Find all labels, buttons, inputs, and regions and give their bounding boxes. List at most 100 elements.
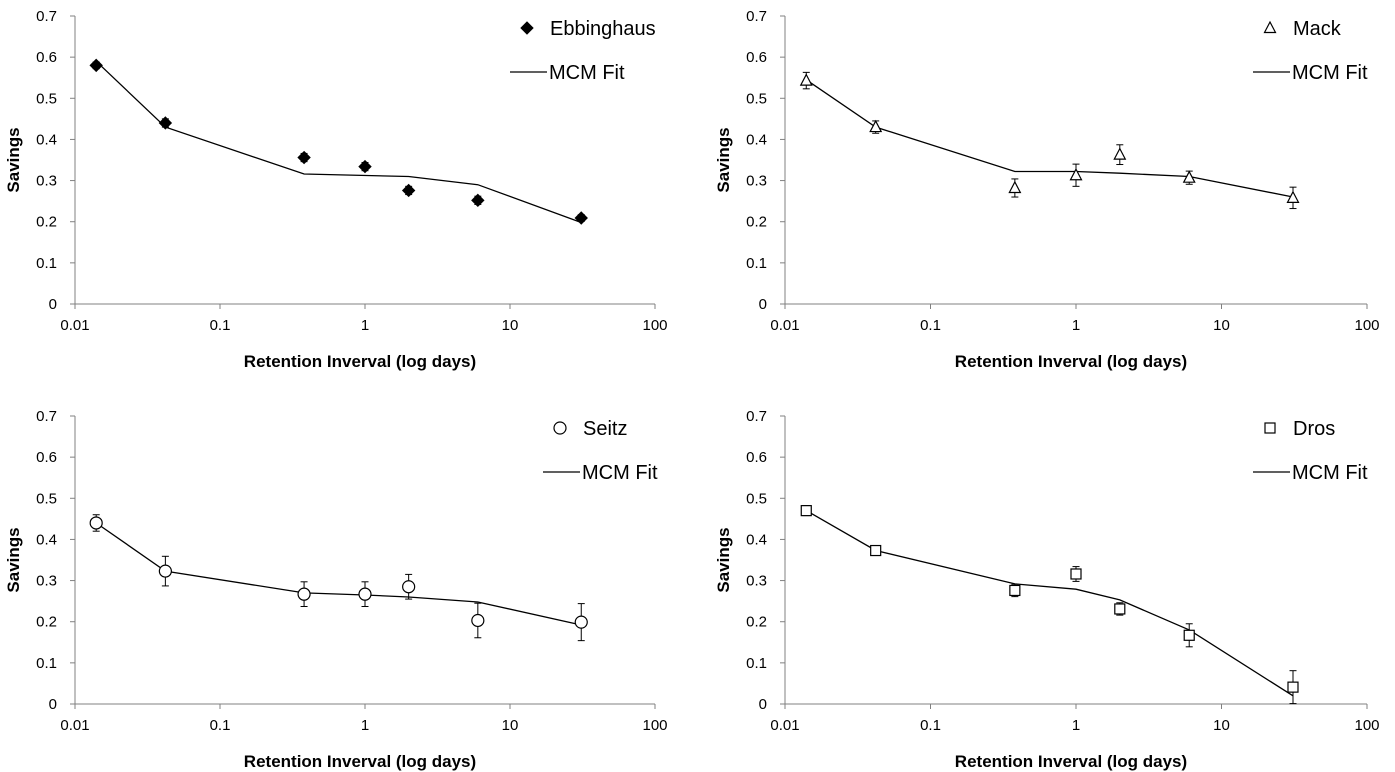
y-axis-title: Savings — [714, 127, 733, 192]
data-point — [358, 587, 372, 601]
x-tick-label: 0.01 — [60, 717, 89, 734]
data-point — [1009, 584, 1021, 597]
legend-label-data: Seitz — [583, 418, 627, 440]
y-tick-label: 0 — [759, 696, 767, 713]
chart-panel-dros: 0 0.1 0.2 0.3 0.4 0.5 0.6 0.7 0.01 0.1 1 10 100 Reten… — [714, 408, 1380, 771]
x-tick-label: 0.1 — [210, 317, 231, 334]
data-point — [1286, 190, 1300, 203]
x-tick-label: 10 — [1213, 717, 1230, 734]
y-tick-label: 0.2 — [746, 214, 767, 231]
x-axis-title: Retention Inverval (log days) — [955, 352, 1187, 371]
data-point — [869, 119, 883, 133]
y-tick-label: 0.2 — [36, 614, 57, 631]
y-tick-label: 0.5 — [36, 90, 57, 107]
x-tick-label: 0.1 — [920, 317, 941, 334]
y-tick-label: 0.4 — [36, 131, 57, 148]
y-tick-label: 0.5 — [746, 490, 767, 507]
y-tick-label: 0 — [759, 296, 767, 313]
data-point — [1183, 629, 1195, 641]
y-tick-label: 0.6 — [746, 49, 767, 66]
legend-marker — [1263, 20, 1277, 34]
x-tick-label: 0.1 — [210, 717, 231, 734]
y-tick-label: 0.1 — [36, 255, 57, 272]
legend: Seitz MCM Fit — [543, 418, 658, 484]
x-tick-label: 100 — [1354, 317, 1379, 334]
chart-panel-seitz: 0 0.1 0.2 0.3 0.4 0.5 0.6 0.7 0.01 0.1 1 10 100 Reten… — [4, 408, 668, 771]
legend-label-data: Mack — [1293, 18, 1342, 40]
mcm-fit-line — [95, 60, 582, 224]
y-tick-label: 0.4 — [746, 131, 767, 148]
y-tick-label: 0.3 — [746, 573, 767, 590]
x-axis-title: Retention Inverval (log days) — [244, 752, 476, 771]
x-tick-label: 100 — [642, 717, 667, 734]
data-point — [799, 73, 813, 86]
data-point — [1182, 170, 1196, 183]
x-tick-label: 10 — [502, 317, 519, 334]
legend-label-data: Dros — [1293, 418, 1335, 440]
x-tick-label: 100 — [1354, 717, 1379, 734]
data-point — [297, 587, 311, 601]
data-point — [471, 193, 485, 208]
data-point — [800, 505, 812, 517]
data-point — [1113, 147, 1127, 160]
y-tick-label: 0.7 — [36, 408, 57, 425]
data-point — [1114, 603, 1126, 615]
legend: Mack MCM Fit — [1253, 18, 1368, 84]
x-axis-title: Retention Inverval (log days) — [955, 752, 1187, 771]
mcm-fit-line — [805, 79, 1294, 198]
legend: Ebbinghaus MCM Fit — [510, 18, 656, 84]
legend-label-fit: MCM Fit — [582, 462, 658, 484]
chart-panel-mack: 0 0.1 0.2 0.3 0.4 0.5 0.6 0.7 0.01 0.1 1 10 100 Reten… — [714, 8, 1380, 371]
y-axis-title: Savings — [4, 127, 23, 192]
x-tick-label: 10 — [502, 717, 519, 734]
x-tick-label: 0.1 — [920, 717, 941, 734]
x-tick-label: 100 — [642, 317, 667, 334]
data-point — [1070, 568, 1082, 580]
y-tick-label: 0.6 — [36, 49, 57, 66]
y-tick-label: 0.3 — [36, 573, 57, 590]
y-tick-label: 0.4 — [36, 531, 57, 548]
y-tick-label: 0.6 — [36, 449, 57, 466]
mcm-fit-line — [805, 510, 1294, 697]
x-tick-label: 1 — [1072, 317, 1080, 334]
data-point — [870, 544, 882, 557]
legend-label-fit: MCM Fit — [549, 62, 625, 84]
y-tick-label: 0.7 — [746, 8, 767, 25]
data-point — [401, 183, 416, 198]
y-tick-label: 0.1 — [36, 655, 57, 672]
legend-marker — [520, 21, 534, 35]
x-axis-title: Retention Inverval (log days) — [244, 352, 476, 371]
legend-marker — [553, 421, 567, 435]
data-point — [158, 116, 173, 130]
y-tick-label: 0.7 — [746, 408, 767, 425]
x-tick-label: 1 — [361, 717, 369, 734]
y-tick-label: 0.5 — [746, 90, 767, 107]
data-point — [1069, 167, 1083, 181]
y-tick-label: 0.1 — [746, 255, 767, 272]
x-tick-label: 0.01 — [770, 717, 799, 734]
legend: Dros MCM Fit — [1253, 418, 1368, 484]
y-tick-label: 0.1 — [746, 655, 767, 672]
legend-marker — [1264, 422, 1276, 434]
x-tick-label: 10 — [1213, 317, 1230, 334]
data-point — [471, 613, 485, 628]
y-tick-label: 0.7 — [36, 8, 57, 25]
x-tick-label: 1 — [1072, 717, 1080, 734]
data-point — [297, 150, 311, 165]
data-point — [574, 211, 588, 225]
data-point — [1287, 681, 1299, 693]
data-point — [89, 516, 103, 530]
y-tick-label: 0.6 — [746, 449, 767, 466]
data-point — [1008, 180, 1022, 194]
data-point — [158, 564, 172, 578]
y-tick-label: 0.4 — [746, 531, 767, 548]
y-axis-title: Savings — [4, 527, 23, 592]
data-point — [574, 615, 588, 629]
data-point — [89, 58, 103, 73]
chart-panel-ebbinghaus: 0 0.1 0.2 0.3 0.4 0.5 0.6 0.7 0.01 0.1 1 10 100 Reten… — [4, 8, 668, 371]
legend-label-fit: MCM Fit — [1292, 62, 1368, 84]
y-tick-label: 0.3 — [36, 173, 57, 190]
y-tick-label: 0.2 — [746, 614, 767, 631]
x-tick-label: 0.01 — [60, 317, 89, 334]
